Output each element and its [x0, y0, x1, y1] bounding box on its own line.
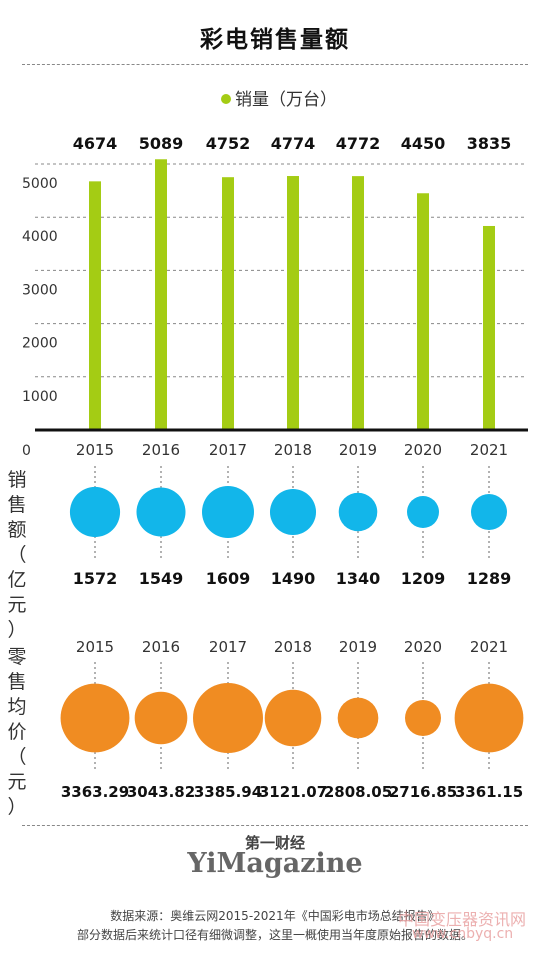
axis-label-char: 零 — [7, 646, 27, 668]
bar-value-label: 3835 — [467, 134, 512, 153]
title-divider — [22, 64, 528, 65]
price-value-label: 3361.15 — [455, 783, 523, 801]
page-title: 彩电销售量额 — [200, 27, 350, 53]
axis-label-char: 元 — [7, 771, 27, 793]
source-line-1: 数据来源：奥维云网2015-2021年《中国彩电市场总结报告》 — [110, 909, 440, 923]
y-tick-label: 1000 — [22, 389, 58, 405]
price-bubble — [337, 697, 379, 739]
x-tick-label: 2019 — [339, 638, 377, 656]
logo-cn: 第一财经 — [244, 834, 305, 852]
axis-label-char: 均 — [7, 696, 27, 718]
x-tick-label: 2019 — [339, 441, 377, 459]
bar — [287, 176, 299, 430]
bar — [417, 193, 429, 430]
sales-value-label: 1572 — [73, 569, 118, 588]
sales-value-label: 1609 — [206, 569, 251, 588]
bar — [155, 159, 167, 430]
axis-label-char: 售 — [7, 671, 27, 693]
bar — [89, 181, 101, 430]
price-value-label: 3363.29 — [61, 783, 129, 801]
watermark-line-2: www.cnbyq.cn — [412, 926, 514, 942]
sales-bubble — [338, 492, 378, 532]
axis-label-char: 亿 — [7, 569, 27, 591]
sales-bubble — [136, 487, 186, 537]
price-value-label: 3385.94 — [194, 783, 262, 801]
sales-bubble — [202, 486, 254, 538]
price-bubble — [193, 683, 263, 753]
x-tick-label: 2020 — [404, 638, 442, 656]
bar-value-label: 5089 — [139, 134, 184, 153]
sales-bubble — [471, 494, 507, 530]
sales-value-label: 1340 — [336, 569, 381, 588]
y-tick-label: 3000 — [22, 282, 58, 298]
footer-divider — [22, 825, 528, 826]
price-axis-label: 零售均价 （ 元 ） — [5, 645, 29, 820]
x-tick-label: 2015 — [76, 441, 114, 459]
axis-label-char: （ — [7, 544, 27, 566]
axis-label-char: 销 — [7, 469, 27, 491]
x-tick-label: 2021 — [470, 638, 508, 656]
price-value-label: 3043.82 — [127, 783, 195, 801]
price-bubble — [405, 700, 441, 736]
legend-label: 销量（万台） — [235, 90, 337, 110]
logo-en: YiMagazine — [187, 848, 363, 879]
axis-label-char: 额 — [7, 519, 27, 541]
sales-axis-label: 销售额 （ 亿元 ） — [5, 468, 29, 643]
x-tick-label: 2016 — [142, 441, 180, 459]
x-tick-label: 2015 — [76, 638, 114, 656]
sales-bubble — [69, 486, 121, 538]
source-line-2: 部分数据后来统计口径有细微调整，这里一概使用当年度原始报告的数据。 — [76, 928, 473, 942]
bar — [483, 225, 495, 430]
price-bubble — [264, 689, 322, 747]
axis-label-char: 售 — [7, 494, 27, 516]
bar-value-label: 4772 — [336, 134, 381, 153]
x-tick-label: 2017 — [209, 638, 247, 656]
axis-label-char: （ — [7, 746, 27, 768]
sales-value-label: 1490 — [271, 569, 316, 588]
sales-bubble — [269, 488, 317, 536]
price-bubble — [454, 683, 524, 753]
axis-label-char: ） — [7, 796, 27, 818]
x-tick-label: 2016 — [142, 638, 180, 656]
y-tick-label: 5000 — [22, 176, 58, 192]
sales-value-label: 1549 — [139, 569, 184, 588]
x-tick-label: 2020 — [404, 441, 442, 459]
bar-value-label: 4774 — [271, 134, 316, 153]
x-tick-label: 2018 — [274, 441, 312, 459]
bar-value-label: 4752 — [206, 134, 251, 153]
bar-value-label: 4674 — [73, 134, 118, 153]
axis-label-char: 元 — [7, 594, 27, 616]
watermark-line-1: 中国变压器资讯网 — [398, 910, 527, 929]
sales-value-label: 1209 — [401, 569, 446, 588]
y-tick-label: 2000 — [22, 336, 58, 352]
axis-label-char: ） — [7, 619, 27, 641]
legend-swatch — [221, 94, 231, 104]
price-bubble — [60, 683, 130, 753]
price-value-label: 2716.85 — [389, 783, 457, 801]
bar-value-label: 4450 — [401, 134, 446, 153]
sales-bubble — [407, 496, 439, 528]
x-tick-label: 2021 — [470, 441, 508, 459]
price-bubble — [134, 691, 188, 745]
y-tick-label: 4000 — [22, 229, 58, 245]
price-value-label: 2808.05 — [324, 783, 392, 801]
x-tick-label: 2018 — [274, 638, 312, 656]
sales-value-label: 1289 — [467, 569, 512, 588]
price-value-label: 3121.07 — [259, 783, 327, 801]
y-tick-label: 0 — [22, 443, 31, 459]
axis-label-char: 价 — [7, 721, 27, 743]
x-tick-label: 2017 — [209, 441, 247, 459]
bar — [222, 177, 234, 430]
bar — [352, 176, 364, 430]
